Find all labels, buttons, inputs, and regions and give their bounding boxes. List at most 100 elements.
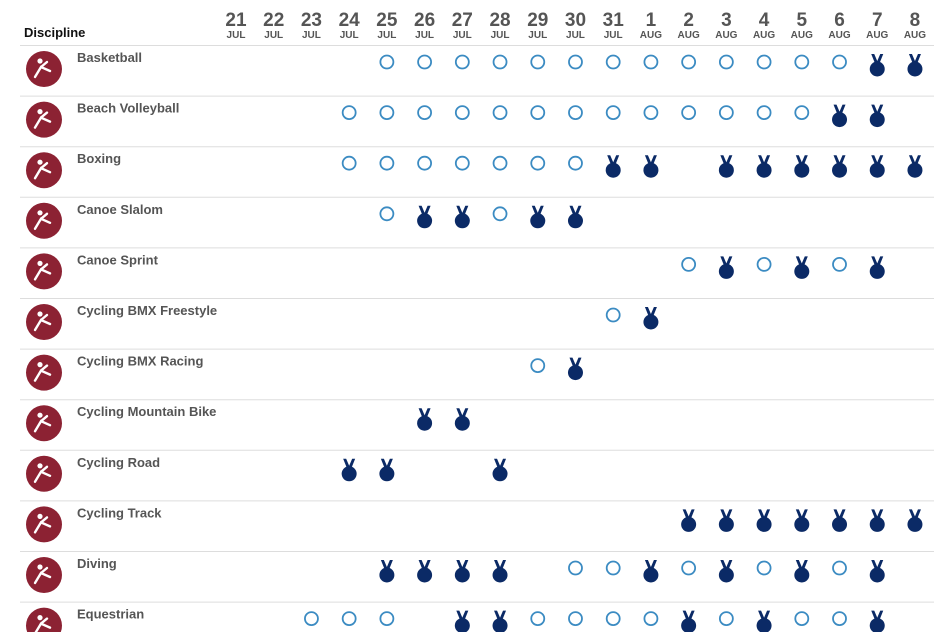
competition-marker [718,105,734,120]
medal-disc [869,61,885,77]
icon-head [37,260,43,266]
discipline-name: Cycling BMX Racing [77,354,203,369]
medal-disc [379,567,395,583]
medal-disc [869,618,885,632]
month-label: AUG [904,30,926,41]
icon-head [37,58,43,64]
medal-marker [492,458,508,482]
competition-marker [379,155,395,171]
discipline-name: Canoe Sprint [77,252,159,267]
medal-disc [379,466,395,482]
medal-marker [718,155,734,178]
medal-marker [454,610,470,632]
medal-disc [454,567,470,583]
medal-ribbon [418,205,431,216]
medal-ribbon [494,610,507,621]
month-label: AUG [678,30,700,41]
sport-icon [26,51,62,87]
competition-marker [605,105,621,120]
competition-marker [605,307,621,323]
sport-icon [26,405,62,442]
medal-ribbon [644,560,657,570]
medal-marker [794,256,810,279]
medal-disc [454,415,470,431]
medal-ribbon [682,509,695,520]
month-label: JUL [566,30,585,41]
medal-disc [681,516,697,532]
medal-marker [492,610,508,632]
competition-marker [568,155,583,171]
medal-disc [756,618,772,632]
medal-disc [832,162,848,178]
competition-marker [568,54,583,70]
medal-ribbon [569,205,582,216]
icon-head [37,159,43,165]
medal-disc [794,567,810,583]
medal-ribbon [644,307,657,317]
medal-ribbon [456,205,469,216]
medal-ribbon [758,610,771,621]
day-number: 30 [565,10,586,31]
medal-marker [907,155,923,178]
month-label: JUL [302,30,321,41]
medal-ribbon [795,256,808,267]
competition-marker [417,105,433,120]
medal-marker [605,155,621,178]
sport-icon [26,607,62,632]
medal-marker [417,408,433,431]
competition-marker [832,560,847,576]
discipline-name: Cycling Track [77,505,162,520]
month-label: AUG [640,30,662,41]
month-label: JUL [528,30,547,41]
competition-marker [718,54,734,70]
competition-marker [341,105,357,120]
medal-marker [869,54,885,77]
icon-head [37,362,43,368]
competition-marker [756,54,772,70]
competition-marker [379,54,395,70]
medal-disc [718,162,734,178]
medal-ribbon [494,458,507,469]
medal-ribbon [758,509,771,520]
competition-marker [643,54,659,70]
medal-marker [341,458,357,482]
discipline-name: Equestrian [77,607,144,622]
medal-disc [681,618,697,632]
competition-marker [832,54,847,70]
day-number: 2 [683,10,694,31]
competition-marker [492,105,508,120]
medal-ribbon [494,560,507,570]
day-number: 1 [646,10,657,31]
medal-disc [869,162,885,178]
icon-head [37,210,43,216]
medal-ribbon [833,155,846,166]
medal-disc [907,162,923,178]
competition-marker [643,611,659,626]
icon-figure [33,465,52,483]
month-label: JUL [491,30,510,41]
medal-marker [681,610,697,632]
medal-ribbon [871,610,884,621]
discipline-name: Diving [77,556,117,571]
day-number: 26 [414,10,435,31]
sport-icon [26,101,62,138]
medal-marker [643,307,659,330]
medal-disc [492,618,508,632]
sport-icon [26,506,62,543]
medal-marker [454,560,470,583]
medal-marker [530,205,546,229]
discipline-name: Beach Volleyball [77,101,179,116]
icon-figure [33,566,52,585]
medal-disc [417,213,433,229]
medal-ribbon [418,408,431,419]
day-number: 7 [872,10,883,31]
month-label: JUL [227,30,246,41]
icon-head [37,463,43,469]
medal-disc [643,314,659,330]
medal-disc [567,213,583,229]
medal-disc [794,263,810,279]
medal-disc [567,365,583,381]
medal-ribbon [380,560,393,570]
discipline-name: Boxing [77,151,121,166]
